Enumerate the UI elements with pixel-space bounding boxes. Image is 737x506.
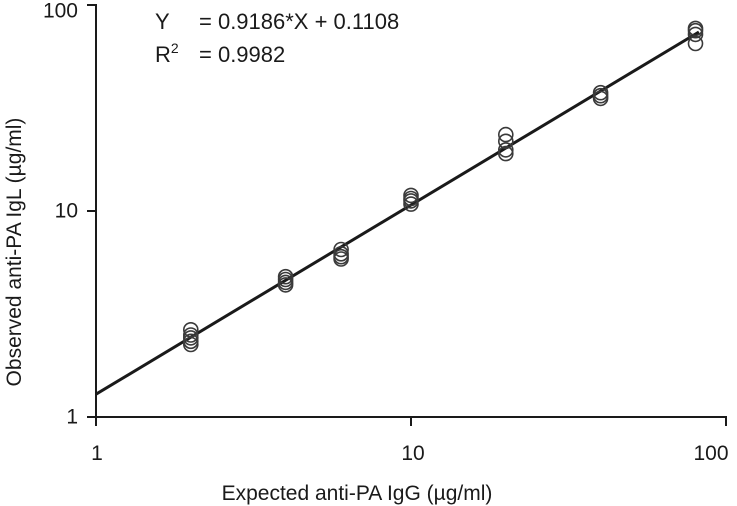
data-point bbox=[497, 142, 514, 158]
x-tick-label-1: 1 bbox=[91, 442, 103, 465]
data-point bbox=[687, 26, 704, 43]
data-point bbox=[592, 90, 609, 107]
data-point bbox=[183, 336, 199, 353]
r-squared-base: R bbox=[155, 42, 171, 67]
data-points-layer bbox=[183, 20, 704, 353]
y-tick-label-100: 100 bbox=[43, 0, 78, 23]
y-axis-title: Observed anti-PA IgL (µg/ml) bbox=[3, 118, 26, 387]
data-point bbox=[497, 145, 514, 162]
data-point bbox=[333, 241, 349, 258]
x-axis-ticks: 1 10 100 bbox=[91, 417, 729, 465]
x-tick-label-100: 100 bbox=[693, 442, 728, 465]
x-tick-label-10: 10 bbox=[401, 442, 424, 465]
plot-area: 1 10 100 1 10 100 Expected anti-PA IgG (… bbox=[3, 0, 729, 505]
data-point bbox=[497, 126, 514, 143]
data-point bbox=[497, 133, 514, 150]
data-point bbox=[687, 22, 704, 39]
r-squared-label: R2 bbox=[155, 40, 179, 67]
equation-lhs: Y bbox=[155, 9, 170, 34]
data-point bbox=[687, 35, 704, 52]
x-axis-title: Expected anti-PA IgG (µg/ml) bbox=[222, 482, 493, 505]
r-squared-exponent: 2 bbox=[171, 40, 179, 56]
y-tick-label-10: 10 bbox=[55, 200, 78, 223]
y-axis-ticks: 1 10 100 bbox=[43, 0, 96, 429]
regression-annotation: Y = 0.9186*X + 0.1108 R2 = 0.9982 bbox=[155, 9, 399, 67]
r-squared-value: = 0.9982 bbox=[199, 42, 285, 67]
data-point bbox=[277, 277, 294, 293]
data-point bbox=[333, 251, 349, 267]
equation-rhs: = 0.9186*X + 0.1108 bbox=[199, 9, 399, 34]
data-point bbox=[403, 196, 419, 212]
y-tick-label-1: 1 bbox=[66, 406, 78, 429]
